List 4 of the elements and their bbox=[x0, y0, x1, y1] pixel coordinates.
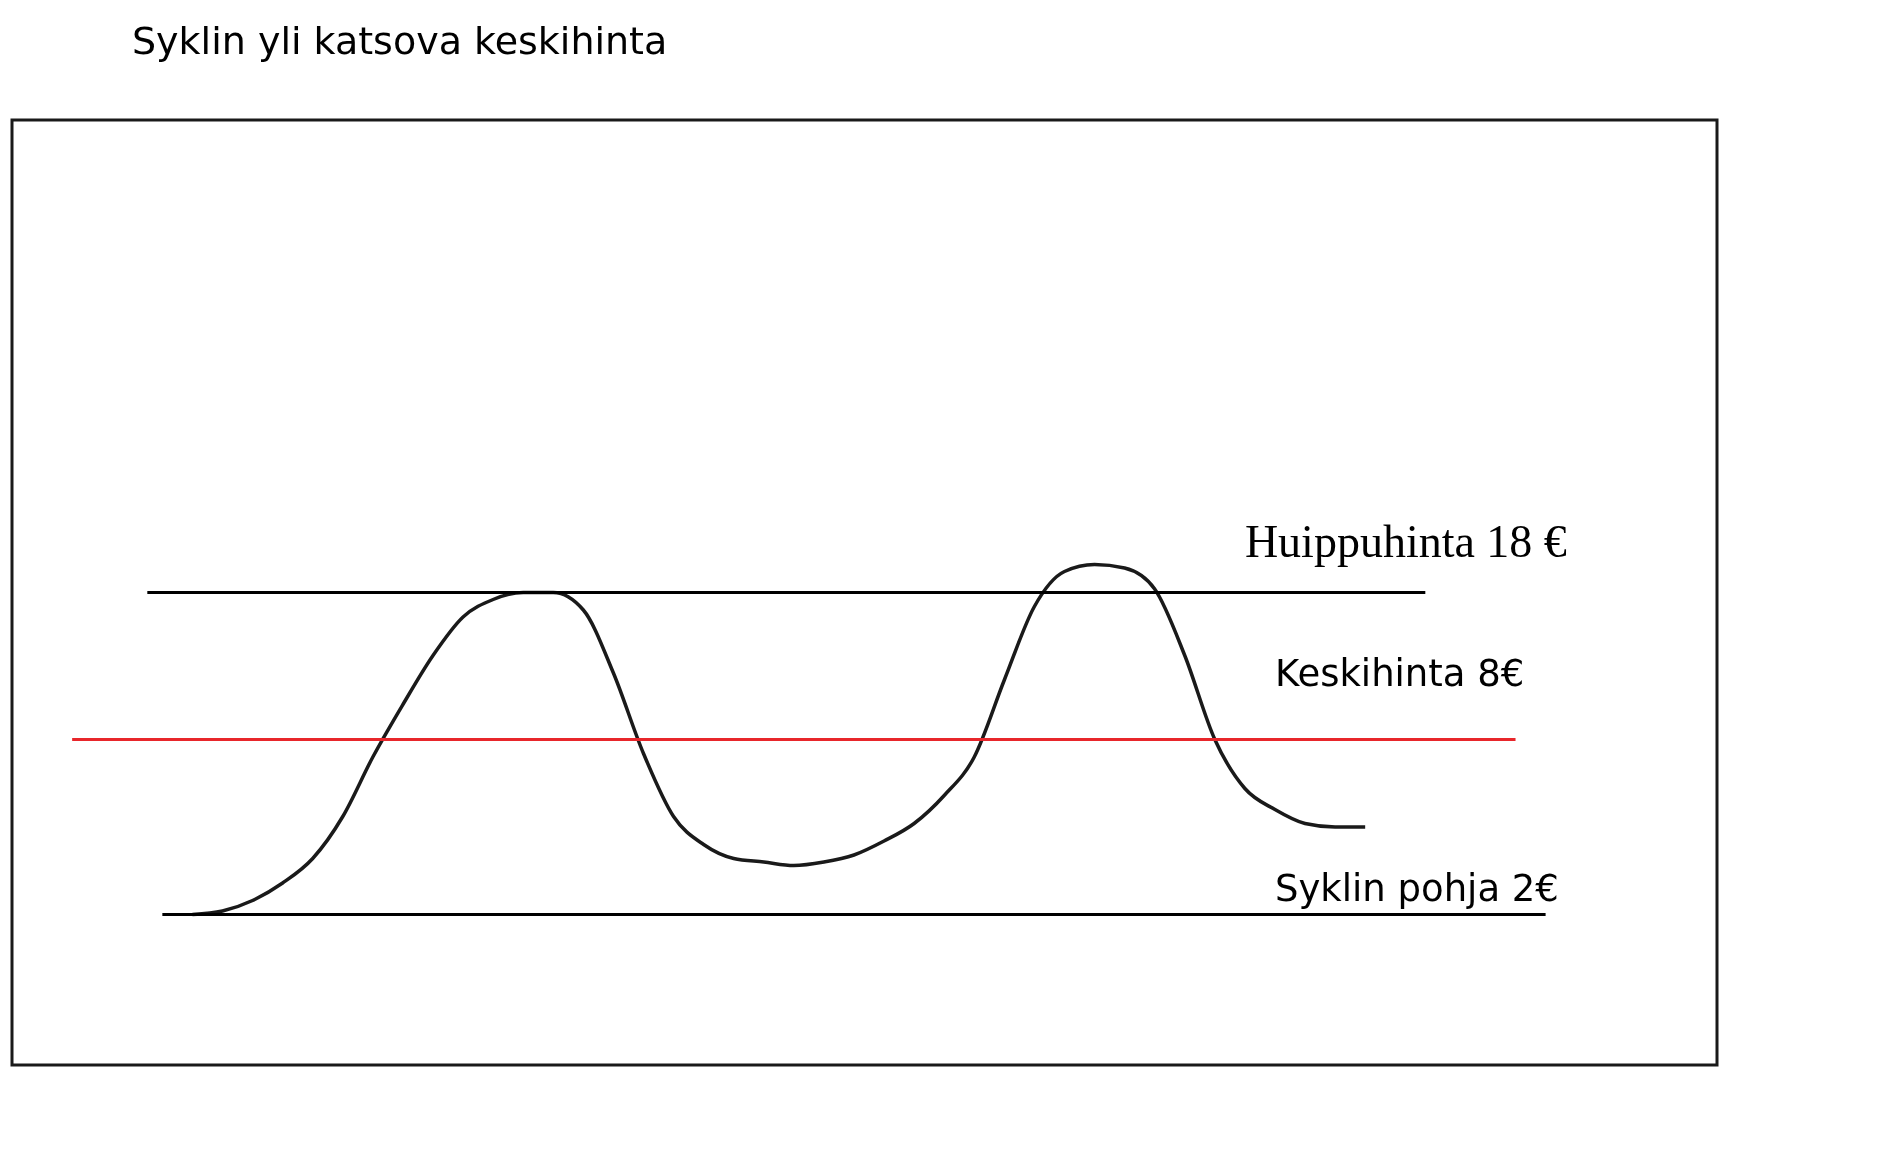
ref-line-label: Huippuhinta 18 € bbox=[1244, 515, 1567, 567]
ref-line-label: Keskihinta 8€ bbox=[1274, 651, 1525, 695]
chart-title: Syklin yli katsova keskihinta bbox=[132, 19, 668, 63]
ref-line-label: Syklin pohja 2€ bbox=[1274, 866, 1559, 910]
